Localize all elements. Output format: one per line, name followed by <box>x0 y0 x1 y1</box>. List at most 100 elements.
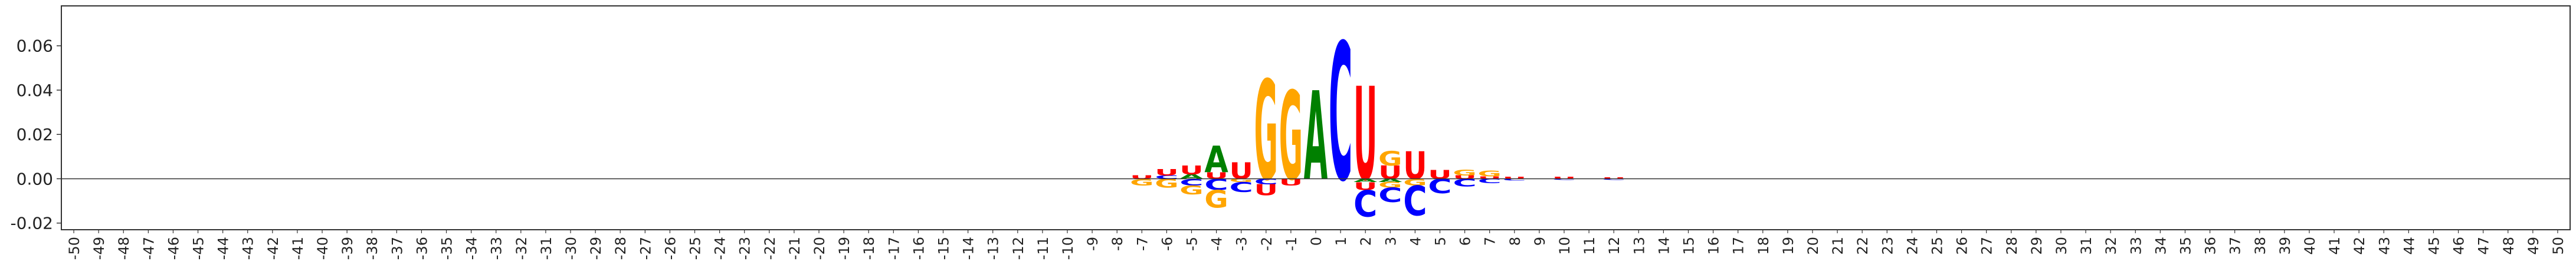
x-tick-label: -42 <box>265 237 281 260</box>
logo-letter-c: C <box>1403 177 1427 225</box>
x-tick-label: 39 <box>2277 237 2293 255</box>
x-tick-label: -47 <box>140 237 157 260</box>
x-tick-label: -44 <box>215 237 232 260</box>
logo-letter-a: A <box>1204 139 1228 181</box>
logo-letter-c: C <box>1155 175 1178 180</box>
x-tick-label: -8 <box>1109 237 1126 251</box>
x-tick-label: 47 <box>2476 237 2492 255</box>
x-tick-label: 32 <box>2103 237 2119 255</box>
x-tick-label: 0 <box>1308 237 1325 246</box>
x-tick-label: 7 <box>1482 237 1499 246</box>
y-tick-label: 0.02 <box>17 125 53 144</box>
x-tick-label: -22 <box>762 237 778 260</box>
x-tick-label: 2 <box>1358 237 1374 246</box>
x-tick-label: 43 <box>2376 237 2393 255</box>
logo-letter-c: C <box>1602 178 1625 181</box>
logo-letter-g: G <box>1279 67 1303 208</box>
logo-letter-c: C <box>1503 178 1526 181</box>
x-tick-label: -25 <box>687 237 704 260</box>
x-tick-label: -35 <box>439 237 455 260</box>
x-tick-label: 22 <box>1854 237 1871 255</box>
x-tick-label: 33 <box>2128 237 2144 255</box>
logo-letter-g: G <box>1254 52 1278 211</box>
x-tick-label: -40 <box>314 237 331 260</box>
logo-letter-c: C <box>1552 178 1576 181</box>
logo-letter-g: G <box>1179 183 1203 197</box>
x-tick-label: 35 <box>2177 237 2194 255</box>
logo-letter-g: G <box>1378 181 1402 190</box>
x-tick-label: 18 <box>1755 237 1772 255</box>
x-tick-label: 31 <box>2078 237 2095 255</box>
x-tick-label: -5 <box>1184 237 1201 251</box>
logo-letter-u: U <box>1428 168 1451 182</box>
x-tick-label: -6 <box>1159 237 1175 251</box>
x-tick-label: -48 <box>116 237 132 260</box>
x-tick-label: 16 <box>1706 237 1722 255</box>
logo-letter-g: G <box>1453 168 1476 177</box>
x-tick-label: 26 <box>1954 237 1971 255</box>
logo-letter-u: U <box>1279 177 1303 187</box>
x-tick-label: -15 <box>936 237 952 260</box>
x-tick-label: -45 <box>191 237 207 260</box>
x-tick-label: -33 <box>489 237 505 260</box>
y-axis: 0.06 0.04 0.02 0.00 -0.02 <box>11 37 61 233</box>
logo-letter-u: U <box>1353 180 1377 192</box>
x-tick-label: 23 <box>1879 237 1896 255</box>
logo-letter-g: G <box>1229 178 1253 183</box>
x-tick-label: -23 <box>737 237 753 260</box>
logo-letter-u: U <box>1353 61 1377 210</box>
x-tick-label: -9 <box>1084 237 1101 251</box>
x-tick-label: 28 <box>2004 237 2020 255</box>
logo-letter-c: C <box>1353 183 1377 225</box>
x-tick-label: 46 <box>2451 237 2467 255</box>
x-tick-label: 25 <box>1929 237 1945 255</box>
logo-letter-a: A <box>1353 178 1378 183</box>
y-tick-label: 0.04 <box>17 81 53 100</box>
x-axis: -50 -49 -48 -47 -46 -45 -44 -43 -42 -41 -40 -39 -38-… <box>66 230 2567 260</box>
logo-letter-u: U <box>1453 175 1476 180</box>
x-tick-label: -37 <box>389 237 405 260</box>
x-tick-label: 38 <box>2252 237 2269 255</box>
x-tick-label: -26 <box>662 237 679 260</box>
x-tick-label: 34 <box>2152 237 2169 255</box>
x-tick-label: -13 <box>985 237 1002 260</box>
x-tick-label: -43 <box>240 237 257 260</box>
logo-letter-g: G <box>1204 185 1228 213</box>
logo-letter-c: C <box>1329 5 1352 224</box>
x-tick-label: -4 <box>1209 237 1225 251</box>
x-tick-label: -30 <box>563 237 579 260</box>
logo-letter-c: C <box>1179 177 1203 187</box>
x-tick-label: -17 <box>886 237 902 260</box>
logo-letter-u: U <box>1179 163 1203 177</box>
x-tick-label: 17 <box>1731 237 1747 255</box>
x-tick-label: -41 <box>290 237 306 260</box>
logo-letter-u: U <box>1254 181 1278 199</box>
logo-letter-c: C <box>1477 178 1501 185</box>
logo-letter-c: C <box>1378 184 1402 207</box>
logo-letter-g: G <box>1130 177 1153 187</box>
x-tick-label: 27 <box>1979 237 1995 255</box>
logo-letter-c: C <box>1453 177 1476 189</box>
x-tick-label: -46 <box>165 237 182 260</box>
x-tick-label: 50 <box>2550 237 2567 255</box>
x-tick-label: 45 <box>2426 237 2442 255</box>
x-tick-label: 40 <box>2302 237 2318 255</box>
x-tick-label: -1 <box>1283 237 1300 251</box>
logo-letter-u: U <box>1477 176 1501 180</box>
y-tick-label: -0.02 <box>11 214 53 233</box>
x-tick-label: 41 <box>2326 237 2343 255</box>
x-tick-label: -11 <box>1035 237 1051 260</box>
x-tick-label: 14 <box>1656 237 1672 255</box>
logo-letter-u: U <box>1378 162 1402 183</box>
x-tick-label: -24 <box>712 237 729 260</box>
logo-letter-u: U <box>1229 158 1253 184</box>
x-tick-label: -27 <box>637 237 654 260</box>
logo-letter-u: U <box>1155 167 1178 178</box>
logo-letter-a: A <box>1378 178 1402 183</box>
x-tick-label: 4 <box>1407 237 1424 246</box>
logo-letter-g: G <box>1477 170 1501 178</box>
x-tick-label: 8 <box>1507 237 1523 246</box>
x-tick-label: 9 <box>1532 237 1548 246</box>
